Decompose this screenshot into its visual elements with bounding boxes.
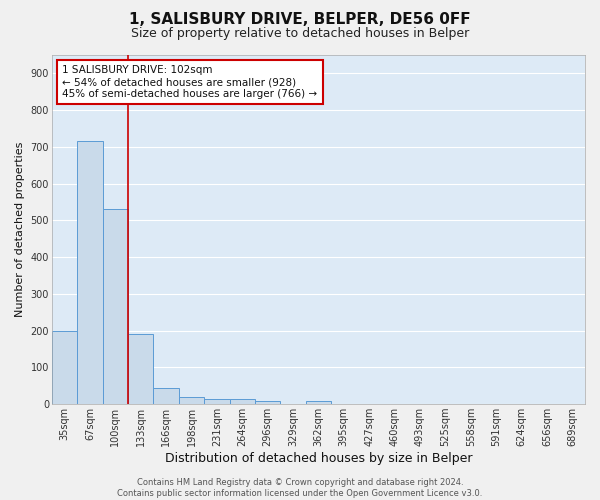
Text: Contains HM Land Registry data © Crown copyright and database right 2024.
Contai: Contains HM Land Registry data © Crown c… bbox=[118, 478, 482, 498]
Bar bbox=[77, 142, 103, 404]
Bar bbox=[306, 401, 331, 404]
Bar bbox=[52, 330, 77, 404]
Bar bbox=[230, 400, 255, 404]
Text: 1 SALISBURY DRIVE: 102sqm
← 54% of detached houses are smaller (928)
45% of semi: 1 SALISBURY DRIVE: 102sqm ← 54% of detac… bbox=[62, 66, 317, 98]
Y-axis label: Number of detached properties: Number of detached properties bbox=[15, 142, 25, 318]
Bar bbox=[204, 400, 230, 404]
Bar bbox=[255, 401, 280, 404]
Bar bbox=[179, 397, 204, 404]
X-axis label: Distribution of detached houses by size in Belper: Distribution of detached houses by size … bbox=[164, 452, 472, 465]
Text: 1, SALISBURY DRIVE, BELPER, DE56 0FF: 1, SALISBURY DRIVE, BELPER, DE56 0FF bbox=[129, 12, 471, 28]
Text: Size of property relative to detached houses in Belper: Size of property relative to detached ho… bbox=[131, 28, 469, 40]
Bar bbox=[154, 388, 179, 404]
Bar bbox=[103, 210, 128, 404]
Bar bbox=[128, 334, 154, 404]
